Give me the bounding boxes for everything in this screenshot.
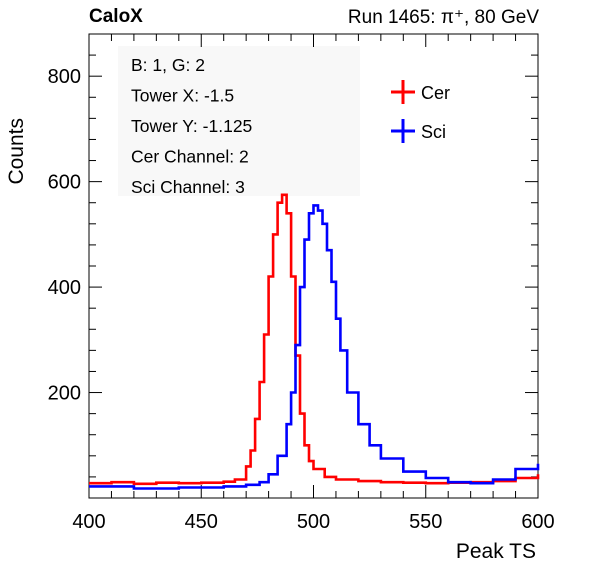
info-box-line: Tower Y: -1.125	[131, 116, 252, 136]
info-box-line: B: 1, G: 2	[131, 55, 205, 75]
series-line-sci	[89, 204, 540, 490]
info-box-line: Cer Channel: 2	[131, 147, 249, 167]
x-tick-label: 600	[521, 511, 554, 533]
info-box-background	[118, 46, 360, 196]
info-box-line: Tower X: -1.5	[131, 86, 234, 106]
x-tick-label: 400	[72, 511, 105, 533]
series-line-cer	[89, 193, 540, 486]
series-layer	[89, 193, 540, 490]
x-tick-label: 450	[185, 511, 218, 533]
y-tick-label: 200	[48, 383, 81, 405]
legend: Cer Sci	[391, 80, 450, 143]
info-box-line: Sci Channel: 3	[131, 177, 245, 197]
legend-label: Cer	[421, 83, 450, 103]
y-tick-label: 600	[48, 172, 81, 194]
y-tick-label: 800	[48, 66, 81, 88]
x-axis-title: Peak TS	[456, 540, 536, 563]
x-tick-label: 550	[409, 511, 442, 533]
y-tick-label: 400	[48, 277, 81, 299]
y-axis: 200 400 600 800	[48, 54, 538, 478]
y-axis-title: Counts	[5, 118, 28, 185]
info-box: B: 1, G: 2 Tower X: -1.5 Tower Y: -1.125 Ce…	[118, 46, 360, 197]
x-tick-label: 500	[297, 511, 330, 533]
x-axis: 400 450 500 550 600	[72, 34, 555, 533]
header-label-right: Run 1465: π⁺, 80 GeV	[347, 7, 539, 28]
legend-label: Sci	[421, 122, 446, 142]
header-label-left: CaloX	[89, 6, 143, 27]
